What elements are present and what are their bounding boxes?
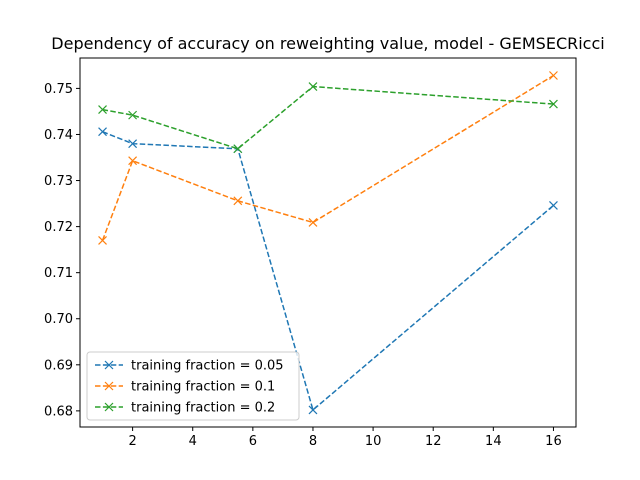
legend-item: training fraction = 0.05 [95, 359, 284, 374]
y-tick-label: 0.74 [44, 128, 73, 143]
x-axis: 2 4 6 8 10 12 14 16 [128, 427, 562, 449]
legend-marker [104, 360, 114, 370]
legend-marker [104, 381, 114, 391]
series-layer [98, 71, 558, 415]
plot-area-frame [79, 57, 577, 428]
series-3 [98, 82, 558, 154]
chart-title: Dependency of accuracy on reweighting va… [51, 34, 604, 53]
legend-item: training fraction = 0.2 [95, 401, 275, 416]
y-axis: 0.68 0.69 0.70 0.71 0.72 0.73 0.74 0.75 [44, 82, 80, 419]
y-tick-label: 0.72 [44, 220, 73, 235]
series-line [102, 85, 554, 150]
legend-label: training fraction = 0.2 [131, 401, 275, 416]
data-point [308, 82, 318, 91]
data-point [308, 405, 318, 415]
series-2 [98, 71, 558, 245]
data-point [549, 71, 558, 80]
legend: training fraction = 0.05 training fractio… [86, 351, 300, 421]
data-point [128, 139, 138, 149]
legend-item: training fraction = 0.1 [95, 380, 275, 395]
data-point [549, 99, 558, 109]
x-tick-label: 2 [128, 434, 136, 449]
legend-box [86, 351, 300, 421]
y-tick-label: 0.75 [44, 82, 73, 97]
data-point [128, 156, 138, 166]
y-tick-label: 0.71 [44, 266, 73, 281]
x-tick-label: 8 [309, 434, 317, 449]
x-tick-label: 4 [189, 434, 197, 449]
legend-label: training fraction = 0.05 [131, 359, 284, 374]
series-line [101, 74, 554, 241]
y-tick-label: 0.70 [44, 312, 73, 327]
data-point [308, 218, 318, 227]
legend-label: training fraction = 0.1 [131, 380, 275, 395]
y-tick-label: 0.68 [44, 404, 73, 419]
data-point [98, 236, 107, 245]
x-tick-label: 14 [485, 434, 502, 449]
legend-marker [104, 402, 114, 412]
y-tick-label: 0.73 [44, 174, 73, 189]
data-point [549, 200, 558, 210]
data-point [98, 127, 107, 137]
x-tick-label: 12 [425, 434, 442, 449]
x-tick-label: 16 [545, 434, 562, 449]
x-tick-label: 10 [365, 434, 382, 449]
y-tick-label: 0.69 [44, 358, 73, 373]
data-point [98, 105, 107, 115]
data-point [233, 144, 243, 154]
data-point [128, 110, 138, 120]
data-point [233, 196, 243, 206]
x-tick-label: 6 [249, 434, 257, 449]
